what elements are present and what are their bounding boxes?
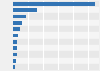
Bar bbox=[13, 21, 22, 25]
Bar bbox=[13, 64, 99, 70]
Bar bbox=[13, 1, 99, 7]
Bar bbox=[13, 40, 18, 44]
Bar bbox=[13, 2, 94, 6]
Bar bbox=[13, 34, 18, 37]
Bar bbox=[13, 13, 99, 20]
Bar bbox=[13, 27, 20, 31]
Bar bbox=[13, 39, 99, 45]
Bar bbox=[13, 53, 17, 56]
Bar bbox=[13, 32, 99, 39]
Bar bbox=[13, 51, 99, 58]
Bar bbox=[13, 59, 16, 63]
Bar bbox=[13, 45, 99, 51]
Bar bbox=[13, 15, 26, 18]
Bar bbox=[13, 46, 17, 50]
Bar bbox=[13, 58, 99, 64]
Bar bbox=[13, 8, 37, 12]
Bar bbox=[13, 65, 15, 69]
Bar bbox=[13, 26, 99, 32]
Bar bbox=[13, 7, 99, 13]
Bar bbox=[13, 20, 99, 26]
